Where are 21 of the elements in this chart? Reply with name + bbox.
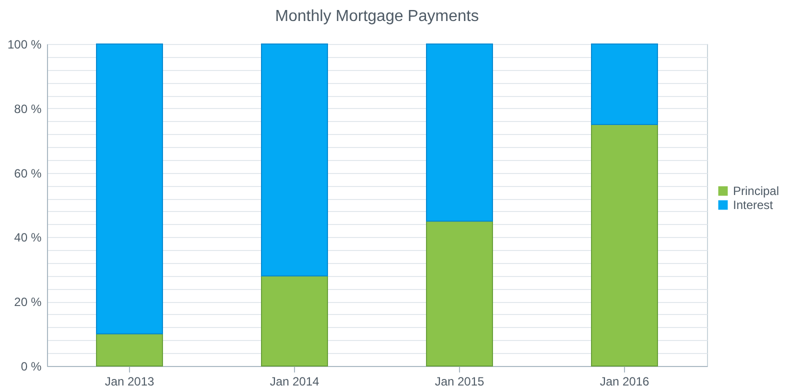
bar — [426, 220, 493, 366]
y-tick-label: 80 % — [14, 102, 42, 116]
x-tick-label: Jan 2016 — [600, 374, 650, 388]
bar — [96, 44, 163, 334]
bar — [261, 275, 328, 366]
y-tick-label: 40 % — [14, 230, 42, 245]
chart-title: Monthly Mortgage Payments — [275, 8, 479, 25]
bar — [591, 124, 658, 366]
x-tick-label: Jan 2014 — [270, 374, 320, 388]
legend-label: Principal — [733, 184, 780, 198]
bar — [96, 333, 163, 366]
bar — [261, 44, 328, 276]
y-tick-label: 0 % — [20, 360, 42, 374]
x-tick-label: Jan 2015 — [434, 374, 485, 388]
y-tick-label: 20 % — [14, 295, 42, 310]
y-tick-label: 100 % — [7, 38, 42, 52]
x-tick-label: Jan 2013 — [104, 374, 155, 388]
y-tick-label: 60 % — [14, 166, 42, 180]
bar — [591, 44, 658, 125]
bar — [426, 44, 493, 222]
legend-label: Interest — [733, 198, 774, 212]
